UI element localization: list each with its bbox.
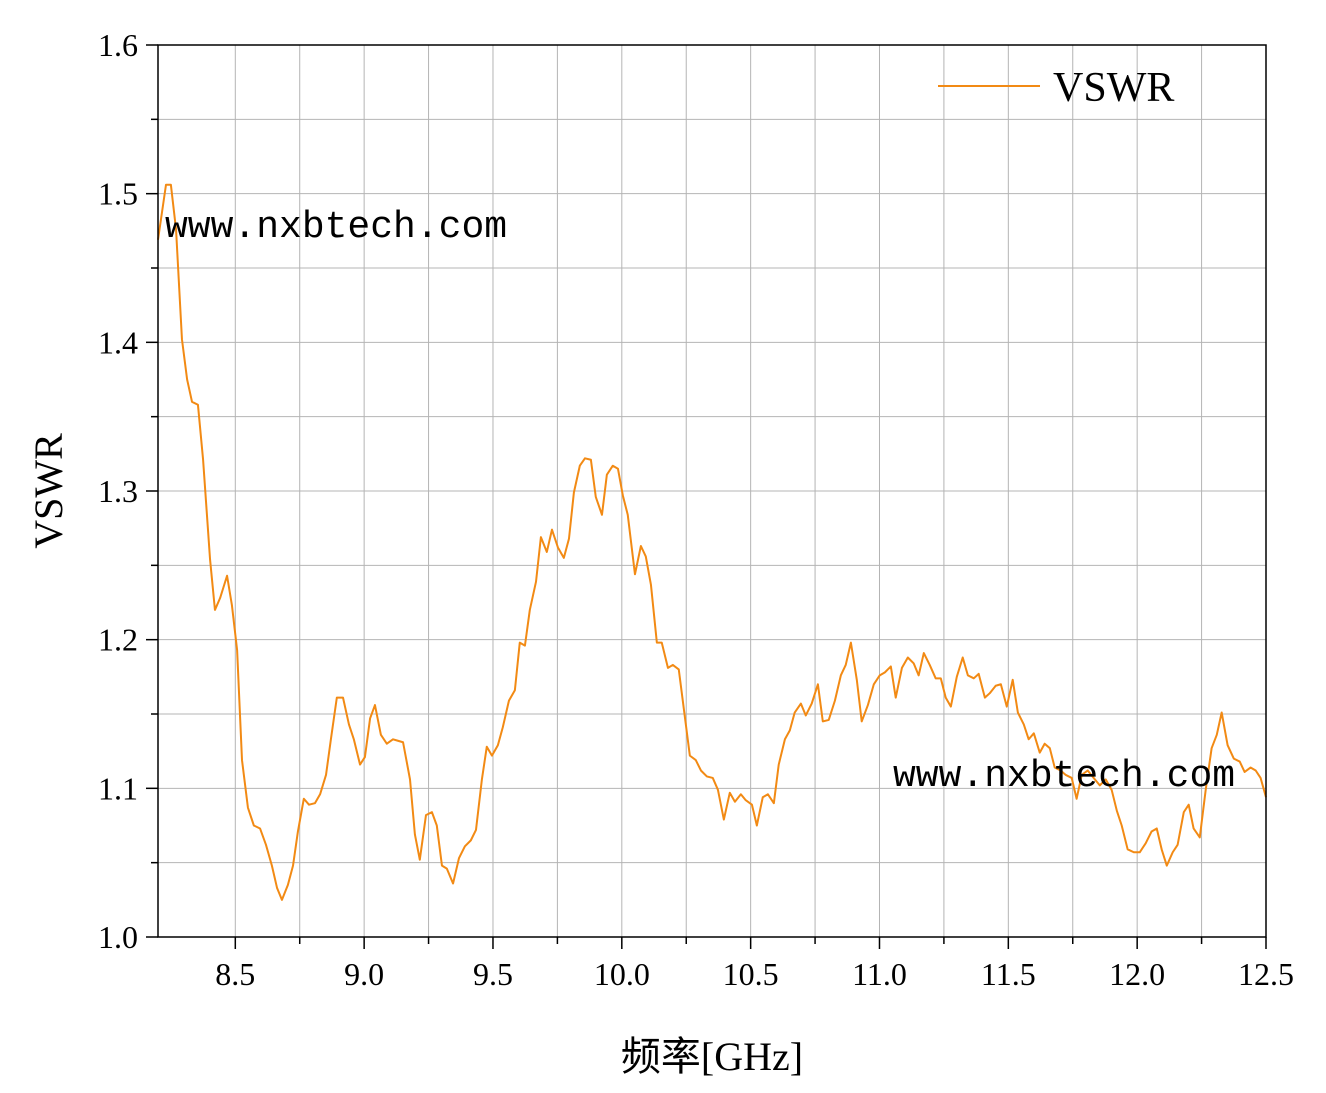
x-tick-label: 9.5 [473, 956, 513, 992]
x-tick-label: 10.0 [594, 956, 650, 992]
x-tick-label: 11.0 [852, 956, 907, 992]
x-tick-label: 9.0 [344, 956, 384, 992]
y-tick-label: 1.5 [98, 176, 138, 212]
x-axis-title: 频率[GHz] [621, 1034, 803, 1079]
y-axis-title: VSWR [26, 433, 71, 549]
grid [158, 44, 1267, 938]
y-tick-label: 1.3 [98, 473, 138, 509]
annotation: www.nxbtech.com [165, 206, 507, 249]
y-tick-label: 1.6 [98, 27, 138, 63]
x-tick-label: 12.0 [1109, 956, 1165, 992]
y-tick-label: 1.1 [98, 770, 138, 806]
x-tick-label: 8.5 [215, 956, 255, 992]
legend-label: VSWR [1053, 65, 1174, 111]
x-tick-label: 10.5 [723, 956, 779, 992]
x-tick-label: 11.5 [981, 956, 1036, 992]
y-tick-label: 1.2 [98, 622, 138, 658]
y-tick-label: 1.4 [98, 324, 138, 360]
x-tick-label: 12.5 [1238, 956, 1294, 992]
y-tick-label: 1.0 [98, 919, 138, 955]
series-line [157, 183, 1267, 901]
annotation: www.nxbtech.com [893, 755, 1235, 798]
plot [157, 183, 1267, 901]
